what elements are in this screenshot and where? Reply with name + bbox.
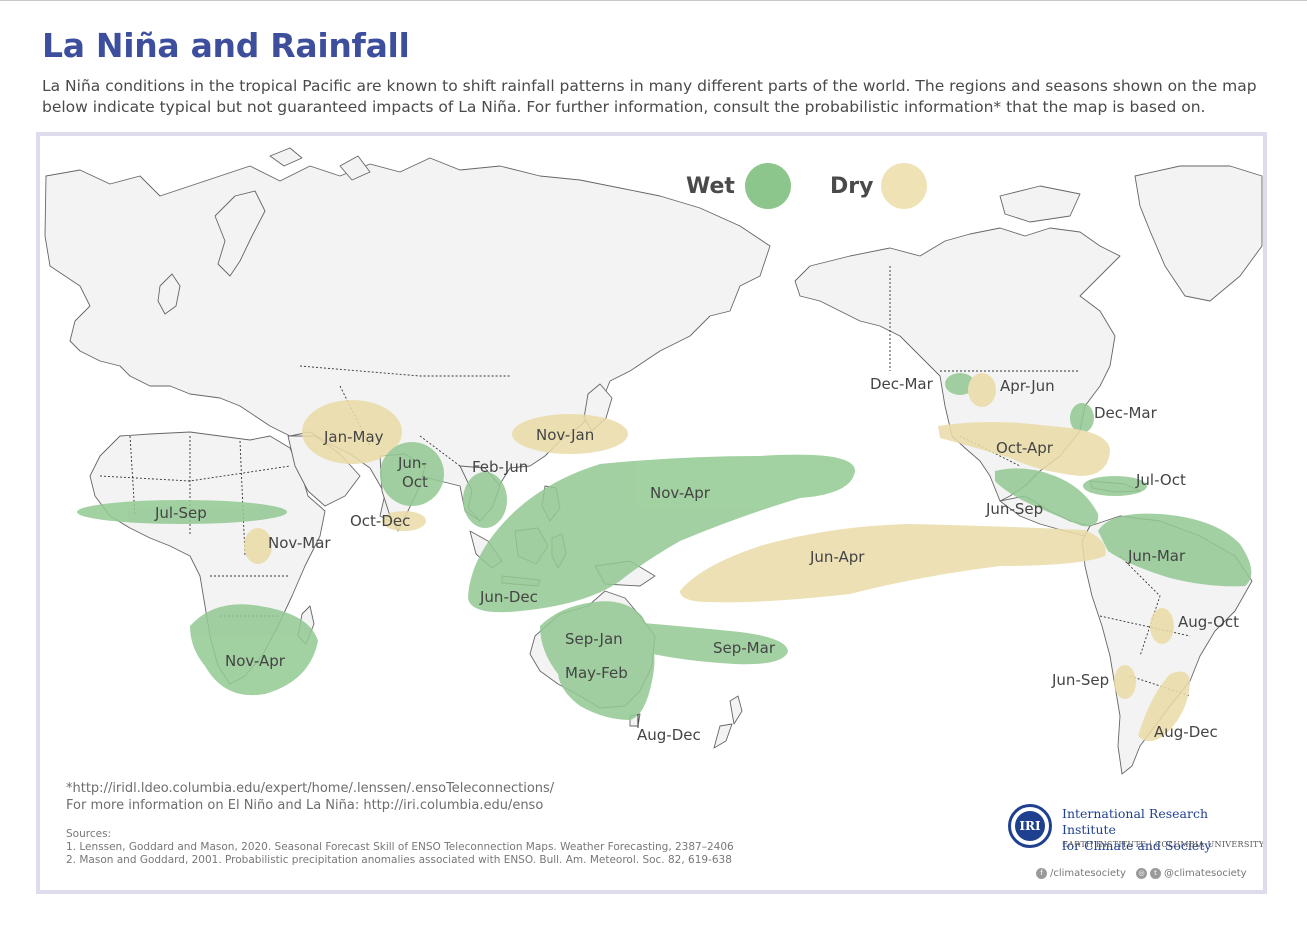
region-label: Jun-Dec <box>479 588 538 606</box>
iri-logo-name-line2: for Climate and Society <box>1062 838 1212 853</box>
region-dry-east-china <box>512 414 628 454</box>
region-dry-southern-us <box>938 422 1110 476</box>
region-wet-northwest-us <box>945 373 975 395</box>
iri-logo-name-line1: International Research Institute <box>1062 806 1209 837</box>
region-label: Apr-Jun <box>1000 377 1055 395</box>
land-greenland <box>1134 165 1263 302</box>
footnote-data-source: *http://iridl.ldeo.columbia.edu/expert/h… <box>66 781 555 796</box>
top-rule <box>0 0 1307 1</box>
region-label: Nov-Jan <box>536 426 594 444</box>
region-label: Aug-Dec <box>1154 723 1218 741</box>
legend-dry-swatch <box>881 163 927 209</box>
footnote-more-info: For more information on El Niño and La N… <box>66 798 544 813</box>
land-svalbard <box>269 147 303 167</box>
iri-logo: IRI International Research Institute for… <box>1008 804 1263 860</box>
region-wet-ohio-valley <box>1070 403 1094 433</box>
region-dry-south-brazil <box>1150 608 1174 644</box>
region-wet-caribbean <box>1083 476 1147 496</box>
region-dry-east-africa <box>244 528 272 564</box>
region-label: Dec-Mar <box>1094 404 1158 422</box>
land-canadian-arctic <box>999 185 1081 223</box>
region-wet-india <box>380 442 444 506</box>
region-label: May-Feb <box>565 664 628 682</box>
region-wet-southwest-pacific <box>630 622 788 665</box>
social-facebook[interactable]: f /climatesociety <box>1036 868 1126 879</box>
land-britain <box>157 273 181 315</box>
social-instagram-twitter[interactable]: ◎ t @climatesociety <box>1136 868 1247 879</box>
region-label: Sep-Mar <box>713 639 776 657</box>
iri-logo-mark-text: IRI <box>1015 811 1045 841</box>
region-dry-southwest-asia <box>302 400 402 464</box>
region-label: Jun-Sep <box>1051 671 1109 689</box>
instagram-icon: ◎ <box>1136 868 1147 879</box>
land-scandinavia <box>214 190 266 277</box>
region-label: Aug-Oct <box>1178 613 1239 631</box>
region-dry-southeast-india <box>382 511 426 531</box>
region-label: Jun-Apr <box>809 548 865 566</box>
region-label: Nov-Apr <box>225 652 286 670</box>
region-label: Aug-Dec <box>637 726 701 744</box>
social-instagram-twitter-handle: @climatesociety <box>1164 868 1247 879</box>
region-label: Dec-Mar <box>870 375 934 393</box>
legend-wet-swatch <box>745 163 791 209</box>
region-label: Jun-Mar <box>1127 547 1186 565</box>
page-title: La Niña and Rainfall <box>42 26 410 65</box>
region-wet-indochina <box>463 472 507 528</box>
iri-logo-mark: IRI <box>1008 804 1052 848</box>
region-label: Jul-Sep <box>154 504 207 522</box>
footnote: *http://iridl.ldeo.columbia.edu/expert/h… <box>66 780 554 814</box>
map-frame: Jul-Sep Nov-Mar Nov-Apr Jan-May Jun-Oct … <box>36 132 1267 894</box>
iri-logo-subtitle: EARTH INSTITUTE | COLUMBIA UNIVERSITY <box>1062 840 1265 849</box>
legend-dry-label: Dry <box>830 174 873 199</box>
region-label: Jun-Sep <box>985 500 1043 518</box>
region-label: Nov-Apr <box>650 484 711 502</box>
sources: Sources: 1. Lenssen, Goddard and Mason, … <box>66 828 734 867</box>
region-label: Nov-Mar <box>268 534 331 552</box>
region-wet-southern-africa <box>190 604 318 696</box>
region-dry-southeast-south-america <box>1138 671 1190 742</box>
intro-text: La Niña conditions in the tropical Pacif… <box>42 77 1257 116</box>
region-wet-maritime-continent <box>468 454 855 613</box>
source-item: 1. Lenssen, Goddard and Mason, 2020. Sea… <box>66 841 734 853</box>
legend-wet-label: Wet <box>686 174 735 199</box>
land-novaya-zemlya <box>339 155 371 181</box>
region-label: Jul-Oct <box>1135 471 1186 489</box>
region-dry-northern-plains <box>968 373 996 407</box>
source-item: 2. Mason and Goddard, 2001. Probabilisti… <box>66 854 732 866</box>
region-dry-central-pacific <box>680 524 1106 603</box>
region-label: Oct-Dec <box>350 512 410 530</box>
social-facebook-handle: /climatesociety <box>1050 868 1126 879</box>
region-wet-northern-south-america <box>1098 513 1252 587</box>
region-label: Sep-Jan <box>565 630 623 648</box>
region-label: Oct-Apr <box>996 439 1054 457</box>
region-wet-central-america <box>995 468 1099 527</box>
region-label: Jun-Oct <box>397 454 428 491</box>
twitter-icon: t <box>1150 868 1161 879</box>
facebook-icon: f <box>1036 868 1047 879</box>
region-dry-central-chile <box>1114 665 1136 699</box>
land-new-zealand <box>713 695 743 749</box>
region-label: Feb-Jun <box>472 458 528 476</box>
region-wet-africa-sahel <box>77 500 287 524</box>
world-map: Jul-Sep Nov-Mar Nov-Apr Jan-May Jun-Oct … <box>44 147 1263 775</box>
region-wet-eastern-australia <box>540 601 655 720</box>
iri-logo-name: International Research Institute for Cli… <box>1062 806 1262 854</box>
map-legend: Wet Dry <box>686 163 927 209</box>
sources-heading: Sources: <box>66 828 112 840</box>
region-label: Jan-May <box>323 428 384 446</box>
